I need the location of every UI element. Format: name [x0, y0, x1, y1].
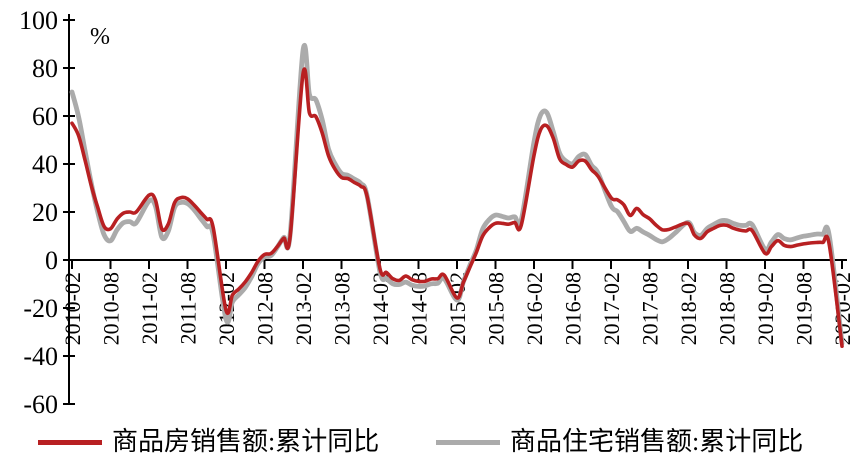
x-axis-tick-label: 2014-02 — [368, 272, 393, 345]
y-axis-tick-label: -20 — [23, 294, 58, 323]
y-axis-tick-label: 0 — [45, 246, 58, 275]
x-axis-tick-label: 2010-02 — [60, 272, 85, 345]
series-line-commodity-buildings — [70, 67, 844, 348]
y-axis-tick-label: 100 — [19, 6, 58, 35]
x-axis-tick-label: 2011-02 — [137, 272, 162, 345]
x-axis-tick-label: 2018-02 — [676, 272, 701, 345]
legend: 商品房销售额:累计同比 商品住宅销售额:累计同比 — [0, 428, 867, 456]
x-axis-tick-label: 2012-08 — [253, 272, 278, 345]
legend-label-commodity-buildings: 商品房销售额:累计同比 — [112, 427, 380, 456]
x-axis-tick-label: 2013-08 — [330, 272, 355, 345]
x-axis-tick-label: 2010-08 — [99, 272, 124, 345]
x-axis-tick-label: 2013-02 — [291, 272, 316, 345]
x-axis-tick-label: 2015-08 — [484, 272, 509, 345]
x-axis-tick-label: 2011-08 — [176, 272, 201, 345]
legend-item-commodity-buildings: 商品房销售额:累计同比 — [38, 428, 379, 456]
x-axis-tick-label: 2016-02 — [522, 272, 547, 345]
x-axis-tick-label: 2016-08 — [561, 272, 586, 345]
y-axis-tick-label: 80 — [32, 54, 58, 83]
x-axis-tick-label: 2019-08 — [792, 272, 817, 345]
x-axis-tick-label: 2017-08 — [638, 272, 663, 345]
y-axis-tick-label: -40 — [23, 342, 58, 371]
legend-item-residential: 商品住宅销售额:累计同比 — [436, 428, 803, 456]
legend-swatch-red-line — [38, 439, 102, 445]
x-axis-tick-label: 2017-02 — [599, 272, 624, 345]
y-axis-tick-label: 60 — [32, 102, 58, 131]
legend-label-residential: 商品住宅销售额:累计同比 — [510, 427, 804, 456]
legend-swatch-gray-line — [436, 439, 500, 445]
y-axis-tick-label: -60 — [23, 390, 58, 419]
x-axis-tick-label: 2019-02 — [753, 272, 778, 345]
x-axis-tick-label: 2018-08 — [715, 272, 740, 345]
y-axis-tick-label: 20 — [32, 198, 58, 227]
y-axis-tick-label: 40 — [32, 150, 58, 179]
y-axis-unit-label: % — [90, 24, 110, 50]
